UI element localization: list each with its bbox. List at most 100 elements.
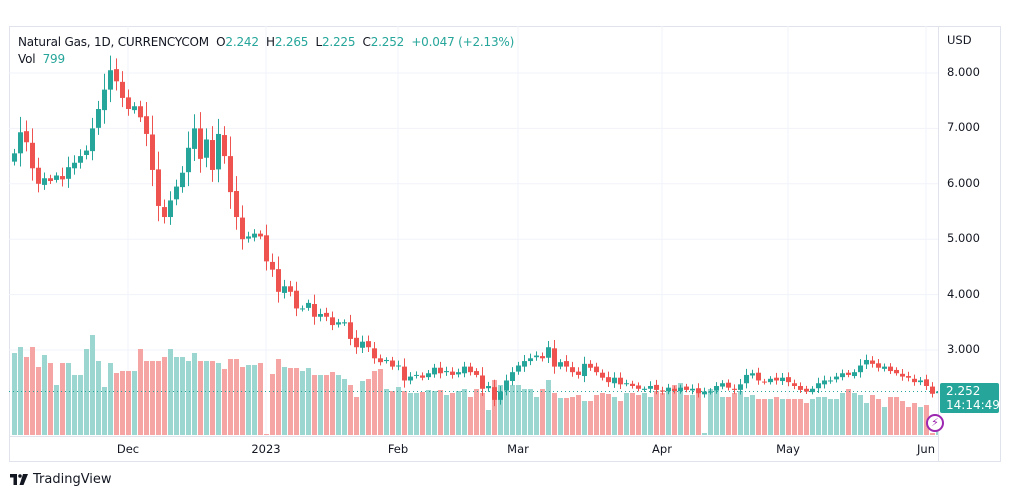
candle-body	[84, 150, 89, 155]
candle	[930, 382, 935, 398]
volume-bar	[696, 391, 701, 435]
candle	[600, 369, 605, 381]
candle-body	[918, 380, 923, 383]
candle-body	[804, 388, 809, 392]
symbol-title[interactable]: Natural Gas, 1D, CURRENCYCOM	[18, 35, 209, 49]
candle-body	[888, 366, 893, 372]
candle	[522, 354, 527, 372]
volume-bar	[390, 391, 395, 435]
volume-bar	[216, 363, 221, 435]
candle	[924, 374, 929, 390]
volume-bar	[630, 393, 635, 435]
candle-body	[528, 358, 533, 362]
volume-bar	[114, 373, 119, 435]
candle-body	[564, 361, 569, 367]
candle	[162, 199, 167, 224]
candle	[588, 360, 593, 371]
candle-body	[180, 172, 185, 188]
volume-bar	[432, 391, 437, 435]
candle-body	[36, 167, 41, 184]
candle	[222, 126, 227, 164]
candle-body	[522, 361, 527, 367]
volume-bar	[168, 349, 173, 435]
volume-bar	[444, 395, 449, 435]
candle	[810, 386, 815, 395]
candle-body	[354, 337, 359, 348]
candle-body	[474, 371, 479, 375]
tradingview-brand[interactable]: TradingView	[10, 472, 112, 487]
chart-plot[interactable]	[9, 26, 938, 436]
candle	[60, 167, 65, 187]
x-tick-label: Dec	[116, 442, 140, 456]
candle	[72, 155, 77, 175]
candle	[828, 376, 833, 384]
candle-body	[852, 372, 857, 377]
candle-body	[108, 70, 113, 90]
volume-bar	[96, 361, 101, 435]
volume-bar	[462, 389, 467, 435]
candle	[612, 372, 617, 388]
volume-bar	[60, 363, 65, 435]
candle-body	[306, 302, 311, 308]
candle-body	[12, 153, 17, 162]
volume-label[interactable]: Vol	[18, 52, 36, 66]
candle-body	[666, 387, 671, 391]
volume-bar	[636, 395, 641, 435]
candle	[756, 367, 761, 385]
candle-body	[558, 362, 563, 367]
candle-body	[66, 167, 71, 179]
candle-body	[876, 363, 881, 368]
time-axis[interactable]	[9, 436, 938, 462]
candle	[870, 356, 875, 368]
volume-bar	[792, 399, 797, 435]
candle-body	[480, 375, 485, 389]
candle-body	[258, 233, 263, 237]
price-axis[interactable]	[938, 26, 1001, 462]
candle	[750, 369, 755, 379]
candle-body	[336, 322, 341, 325]
candle	[66, 156, 71, 188]
candle	[888, 363, 893, 375]
candle	[252, 229, 257, 242]
volume-bar	[72, 375, 77, 435]
candle-body	[492, 387, 497, 400]
volume-bar	[84, 349, 89, 435]
volume-bar	[876, 399, 881, 435]
candle-body	[912, 378, 917, 383]
volume-bar	[498, 385, 503, 435]
candle-body	[288, 286, 293, 292]
volume-bar	[726, 397, 731, 435]
flash-icon[interactable]: ⚡	[926, 414, 944, 432]
volume-bar	[162, 357, 167, 435]
volume-bar	[678, 383, 683, 435]
candle	[270, 253, 275, 277]
candle-body	[126, 97, 131, 110]
candle-body	[156, 169, 161, 206]
volume-bar	[294, 368, 299, 435]
volume-bar	[486, 410, 491, 435]
candle-body	[228, 156, 233, 193]
tradingview-logo-icon	[10, 474, 28, 485]
volume-bar	[750, 395, 755, 435]
candle-body	[726, 382, 731, 388]
volume-bar	[552, 393, 557, 435]
volume-bar	[474, 389, 479, 435]
candle-body	[132, 106, 137, 111]
brand-name: TradingView	[33, 472, 112, 487]
candle-body	[576, 371, 581, 375]
candle-body	[768, 378, 773, 383]
candle	[228, 136, 233, 209]
candles	[12, 55, 938, 407]
candle	[36, 157, 41, 193]
volume-bar	[762, 399, 767, 435]
volume-bar	[780, 399, 785, 435]
candle-body	[810, 388, 815, 393]
candle	[324, 307, 329, 322]
volume-bar	[930, 433, 935, 435]
candle-body	[24, 131, 29, 143]
volume-bar	[564, 398, 569, 435]
candle	[498, 386, 503, 405]
volume-bar	[600, 393, 605, 435]
candle-body	[936, 391, 938, 394]
candle-body	[624, 383, 629, 385]
